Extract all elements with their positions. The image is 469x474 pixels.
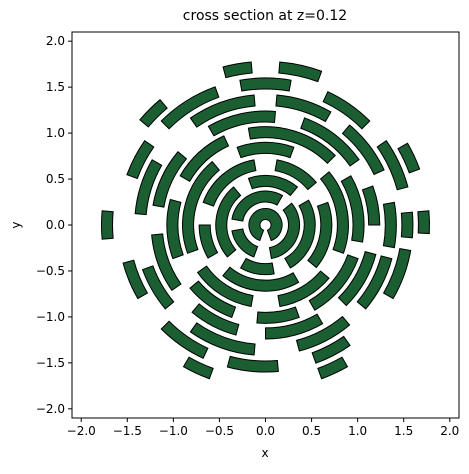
- patch: [400, 211, 414, 239]
- patch: [295, 315, 351, 352]
- patch: [307, 201, 333, 269]
- y-tick-label: −0.5: [36, 264, 65, 278]
- patch: [308, 254, 359, 311]
- patch: [356, 255, 393, 310]
- x-tick-label: −1.0: [159, 424, 188, 438]
- patch: [340, 175, 365, 243]
- y-tick-label: −2.0: [36, 402, 65, 416]
- y-tick-label: −1.5: [36, 356, 65, 370]
- patch: [239, 257, 275, 276]
- patch: [317, 356, 349, 380]
- patch: [189, 94, 256, 128]
- patch: [215, 186, 242, 258]
- patch: [196, 265, 254, 308]
- patch: [151, 233, 182, 292]
- patch: [300, 117, 360, 167]
- patch: [122, 259, 149, 300]
- x-tick-label: −0.5: [205, 424, 234, 438]
- patch: [100, 210, 114, 240]
- x-tick-label: −1.5: [113, 424, 142, 438]
- patch: [207, 110, 276, 137]
- patch: [256, 306, 300, 324]
- patch: [179, 135, 230, 183]
- patch: [248, 207, 283, 242]
- y-tick-label: −1.0: [36, 310, 65, 324]
- patch: [126, 139, 155, 180]
- patch: [265, 313, 324, 340]
- patch: [222, 61, 253, 79]
- patch: [236, 141, 295, 159]
- patch: [284, 199, 316, 269]
- patch: [239, 77, 292, 92]
- chart-title: cross section at z=0.12: [183, 8, 347, 24]
- patch: [322, 91, 371, 130]
- patch: [231, 228, 259, 258]
- patch: [202, 159, 257, 207]
- patch: [278, 61, 323, 83]
- patch: [226, 355, 279, 373]
- x-tick-label: 1.0: [348, 424, 367, 438]
- patch: [274, 159, 318, 191]
- patch: [198, 224, 219, 259]
- patch: [231, 190, 284, 222]
- patch: [166, 198, 184, 260]
- y-tick-label: 1.5: [46, 80, 65, 94]
- patch: [275, 94, 332, 123]
- x-tick-label: 0.5: [302, 424, 321, 438]
- y-tick-label: 0.0: [46, 218, 65, 232]
- x-tick-label: 2.0: [440, 424, 459, 438]
- patch: [247, 126, 336, 164]
- patch: [311, 335, 351, 364]
- y-axis-label: y: [9, 221, 23, 228]
- patch: [189, 280, 237, 319]
- patch: [268, 202, 301, 260]
- y-tick-label: 0.5: [46, 172, 65, 186]
- patch: [376, 139, 409, 191]
- y-tick-label: 2.0: [46, 34, 65, 48]
- patch: [341, 124, 385, 176]
- patch: [134, 159, 163, 216]
- patch: [417, 210, 430, 235]
- x-tick-label: −2.0: [67, 424, 96, 438]
- x-tick-label: 1.5: [394, 424, 413, 438]
- x-axis-label: x: [261, 446, 268, 460]
- y-tick-label: 1.0: [46, 126, 65, 140]
- patch: [382, 201, 397, 249]
- patch: [222, 266, 300, 292]
- patch: [247, 174, 299, 197]
- patch: [382, 248, 412, 300]
- patch: [337, 251, 377, 307]
- patch: [160, 86, 220, 130]
- patch: [191, 303, 240, 336]
- patch: [277, 270, 330, 308]
- patch: [182, 160, 221, 254]
- patch: [397, 142, 421, 174]
- patch: [319, 171, 349, 254]
- patch: [189, 322, 256, 356]
- patch: [152, 151, 188, 208]
- patch: [182, 356, 214, 380]
- patch: [141, 265, 175, 310]
- patch: [139, 98, 168, 128]
- patch: [160, 320, 209, 359]
- patch: [361, 185, 381, 226]
- axes-frame: [71, 31, 460, 419]
- x-tick-label: 0.0: [256, 424, 275, 438]
